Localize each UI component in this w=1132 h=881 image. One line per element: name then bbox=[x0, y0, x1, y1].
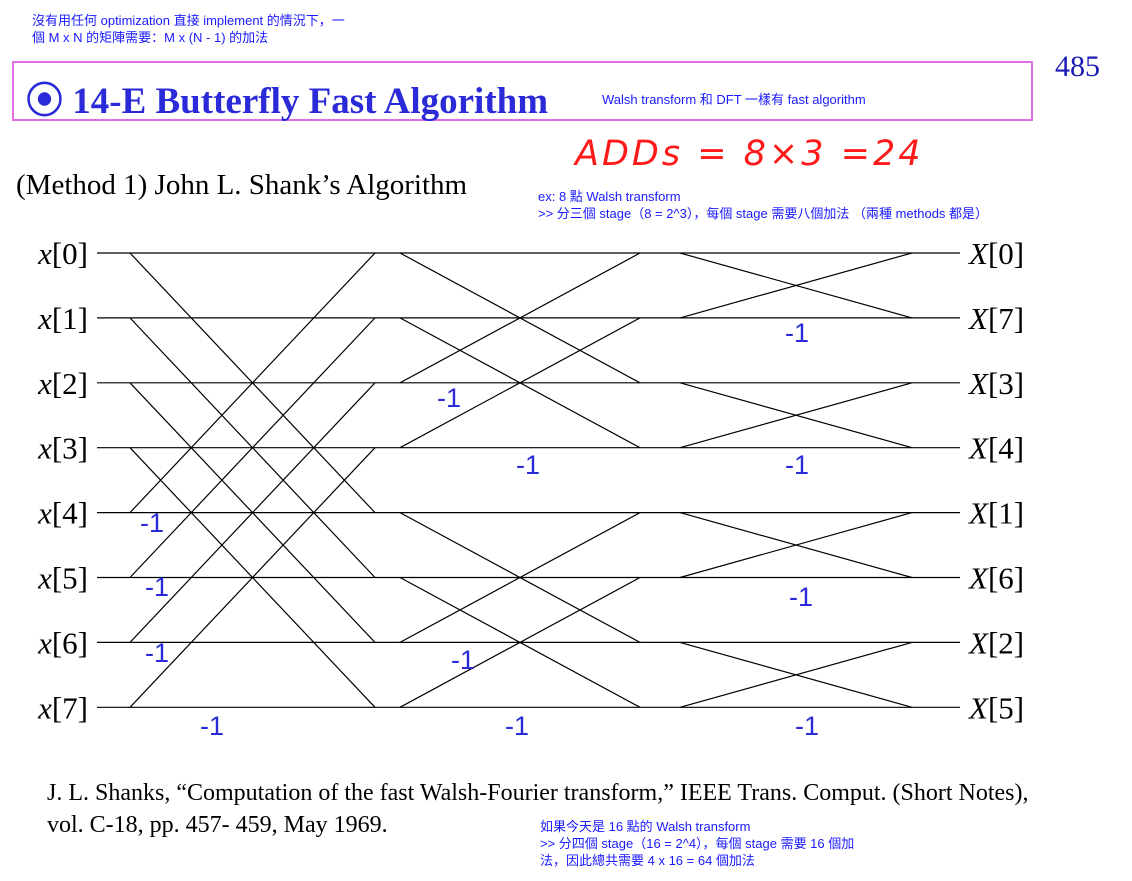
butterfly-lines bbox=[97, 252, 960, 708]
negation-label: -1 bbox=[200, 711, 224, 741]
example-note: ex: 8 點 Walsh transform >> 分三個 stage（8 =… bbox=[538, 188, 988, 222]
title-note: Walsh transform 和 DFT 一樣有 fast algorithm bbox=[602, 92, 866, 107]
output-label-0: X[0] bbox=[967, 236, 1024, 271]
butterfly-line-stage3-1-0 bbox=[679, 252, 913, 319]
negation-label: -1 bbox=[785, 318, 809, 348]
butterfly-line-stage2-3-1 bbox=[399, 317, 641, 449]
negation-label: -1 bbox=[516, 450, 540, 480]
output-label-3: X[4] bbox=[967, 431, 1024, 466]
input-label-4: x[4] bbox=[37, 496, 88, 531]
negation-label: -1 bbox=[795, 711, 819, 741]
butterfly-line-stage2-7-5 bbox=[399, 576, 641, 708]
negation-label: -1 bbox=[451, 645, 475, 675]
output-label-1: X[7] bbox=[967, 301, 1024, 336]
bottom-note: 如果今天是 16 點的 Walsh transform >> 分四個 stage… bbox=[540, 818, 930, 869]
output-label-2: X[3] bbox=[967, 366, 1024, 401]
butterfly-line-stage1-5-1 bbox=[129, 317, 376, 578]
method-heading: (Method 1) John L. Shank’s Algorithm bbox=[16, 169, 468, 201]
output-label-6: X[2] bbox=[967, 625, 1024, 660]
butterfly-line-stage3-7-6 bbox=[679, 641, 913, 708]
input-label-0: x[0] bbox=[37, 236, 88, 271]
negation-label: -1 bbox=[145, 638, 169, 668]
butterfly-line-stage3-5-4 bbox=[679, 512, 913, 579]
reference-citation: J. L. Shanks, “Computation of the fast W… bbox=[47, 780, 1029, 838]
butterfly-line-stage1-7-3 bbox=[129, 447, 376, 708]
handwritten-adds-annotation: ADDs = 8×3 =24 bbox=[575, 134, 924, 174]
negation-label: -1 bbox=[437, 383, 461, 413]
butterfly-line-stage2-6-4 bbox=[399, 512, 641, 643]
negation-label: -1 bbox=[505, 711, 529, 741]
bottom-note-line-3: 法，因此總共需要 4 x 16 = 64 個加法 bbox=[540, 853, 755, 868]
butterfly-labels: -1 -1 -1 -1 -1 -1 -1 -1 -1 -1 -1 -1 x[0] x[1] x[2] x[3]… bbox=[37, 236, 1024, 741]
input-label-6: x[6] bbox=[37, 625, 88, 660]
butterfly-line-stage1-4-0 bbox=[129, 252, 376, 514]
input-label-7: x[7] bbox=[37, 690, 88, 725]
example-note-line-2: >> 分三個 stage（8 = 2^3），每個 stage 需要八個加法 （兩… bbox=[538, 206, 989, 221]
negation-label: -1 bbox=[140, 508, 164, 538]
bottom-note-line-2: >> 分四個 stage（16 = 2^4），每個 stage 需要 16 個加 bbox=[540, 836, 855, 851]
slide-title: ⦿ 14-E Butterfly Fast Algorithm bbox=[26, 81, 549, 122]
header-note: 沒有用任何 optimization 直接 implement 的情況下，一 個… bbox=[32, 12, 345, 46]
butterfly-line-stage2-2-0 bbox=[399, 252, 641, 384]
input-label-1: x[1] bbox=[37, 301, 88, 336]
page-number: 485 bbox=[1055, 50, 1100, 83]
example-note-line-1: ex: 8 點 Walsh transform bbox=[538, 189, 681, 204]
negation-label: -1 bbox=[145, 572, 169, 602]
header-note-line-2: 個 M x N 的矩陣需要：M x (N - 1) 的加法 bbox=[32, 30, 269, 45]
output-label-7: X[5] bbox=[967, 690, 1024, 725]
butterfly-line-stage3-3-2 bbox=[679, 382, 913, 449]
output-label-4: X[1] bbox=[967, 496, 1024, 531]
negation-label: -1 bbox=[789, 582, 813, 612]
output-label-5: X[6] bbox=[967, 561, 1024, 596]
input-label-3: x[3] bbox=[37, 431, 88, 466]
negation-label: -1 bbox=[785, 450, 809, 480]
input-label-2: x[2] bbox=[37, 366, 88, 401]
title-box bbox=[12, 61, 1033, 121]
input-label-5: x[5] bbox=[37, 561, 88, 596]
bottom-note-line-1: 如果今天是 16 點的 Walsh transform bbox=[540, 819, 751, 834]
header-note-line-1: 沒有用任何 optimization 直接 implement 的情況下，一 bbox=[32, 13, 345, 28]
butterfly-line-stage1-6-2 bbox=[129, 382, 376, 643]
